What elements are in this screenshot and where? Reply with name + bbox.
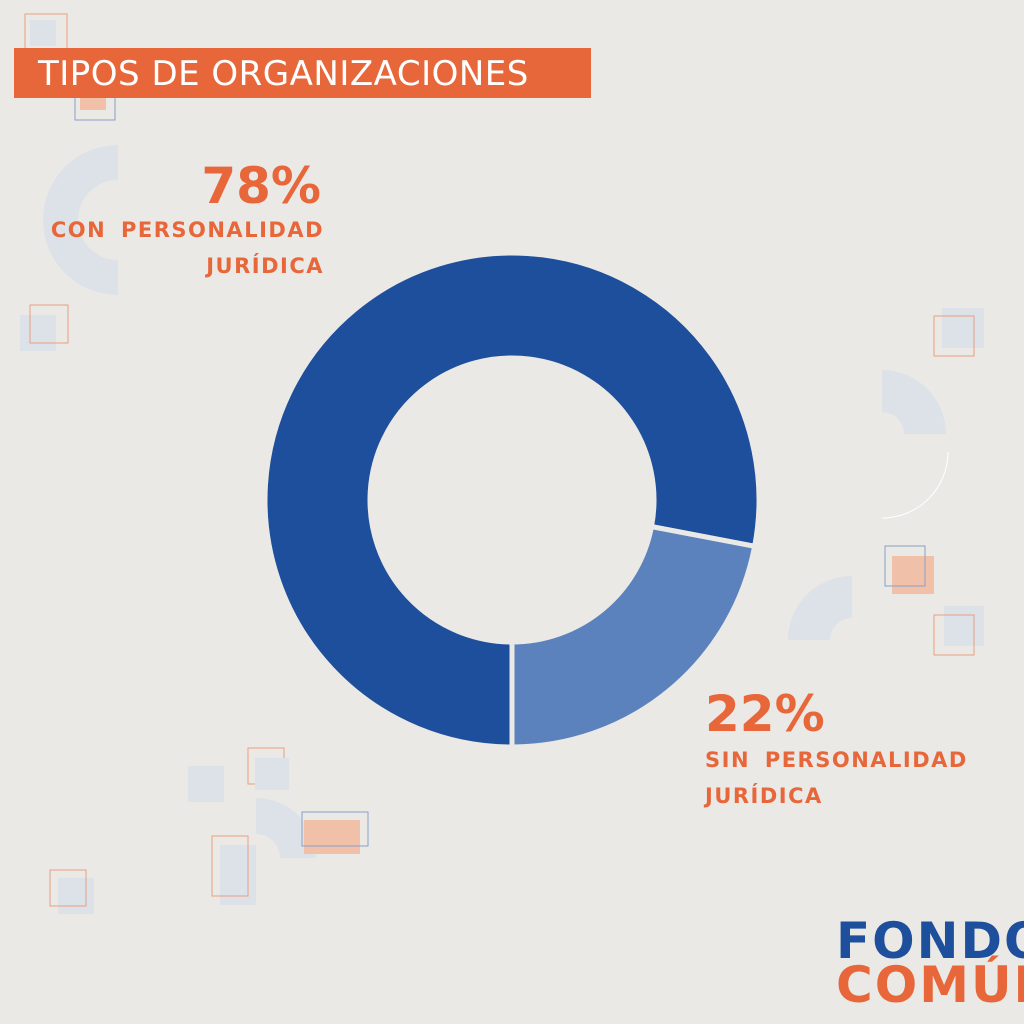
value-label: 78% [201,157,321,215]
category-label: CON PERSONALIDAD JURÍDICA [50,218,324,278]
chart-title: TIPOS DE ORGANIZACIONES [14,48,591,98]
decoration [20,13,984,914]
logo-line: COMÚN [836,956,1024,1014]
category-label: SIN PERSONALIDAD JURÍDICA [705,748,968,808]
donut-segment [262,250,762,750]
logo-line: FONDO [836,912,1024,970]
value-label: 22% [705,685,825,743]
donut-segment [509,523,758,750]
